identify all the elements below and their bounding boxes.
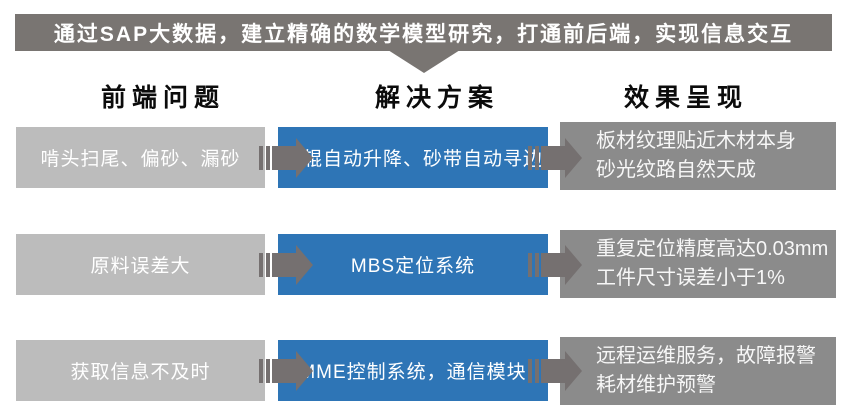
solution-text: MBS定位系统 xyxy=(350,256,476,277)
solution-text: 砂辊自动升降、砂带自动寻边 xyxy=(282,149,543,170)
column-header-solutions: 解决方案 xyxy=(374,84,500,112)
problem-text: 啃头扫尾、偏砂、漏砂 xyxy=(40,149,241,170)
problem-box: 原料误差大 xyxy=(16,234,265,295)
solution-text: MME控制系统，通信模块 xyxy=(299,362,527,383)
striped-right-arrow-icon xyxy=(259,245,313,285)
effect-box: 远程运维服务，故障报警 耗材维护预警 xyxy=(560,337,836,405)
striped-right-arrow-icon xyxy=(528,351,582,391)
column-header-effects: 效果呈现 xyxy=(623,84,749,112)
effect-line: 远程运维服务，故障报警 xyxy=(596,345,816,367)
effect-line: 重复定位精度高达0.03mm xyxy=(596,238,829,260)
striped-right-arrow-icon xyxy=(259,138,313,178)
striped-right-arrow-icon xyxy=(259,351,313,391)
problem-box: 啃头扫尾、偏砂、漏砂 xyxy=(16,127,265,188)
effect-line: 板材纹理贴近木材本身 xyxy=(596,130,796,152)
solution-box: 砂辊自动升降、砂带自动寻边 xyxy=(278,127,548,188)
problem-box: 获取信息不及时 xyxy=(16,340,265,401)
banner-text: 通过SAP大数据，建立精确的数学模型研究，打通前后端，实现信息交互 xyxy=(53,22,794,46)
column-header-problems: 前端问题 xyxy=(100,84,226,112)
effect-box: 板材纹理贴近木材本身 砂光纹路自然天成 xyxy=(560,122,836,190)
solution-box: MME控制系统，通信模块 xyxy=(278,340,548,401)
striped-right-arrow-icon xyxy=(528,245,582,285)
problem-text: 获取信息不及时 xyxy=(70,362,211,383)
down-triangle-icon xyxy=(388,50,460,73)
effect-line: 耗材维护预警 xyxy=(596,374,716,396)
effect-line: 砂光纹路自然天成 xyxy=(596,159,756,181)
effect-box: 重复定位精度高达0.03mm 工件尺寸误差小于1% xyxy=(560,230,836,298)
problem-text: 原料误差大 xyxy=(90,256,191,277)
striped-right-arrow-icon xyxy=(528,138,582,178)
effect-line: 工件尺寸误差小于1% xyxy=(596,267,785,289)
banner: 通过SAP大数据，建立精确的数学模型研究，打通前后端，实现信息交互 xyxy=(15,14,832,51)
solution-box: MBS定位系统 xyxy=(278,234,548,295)
